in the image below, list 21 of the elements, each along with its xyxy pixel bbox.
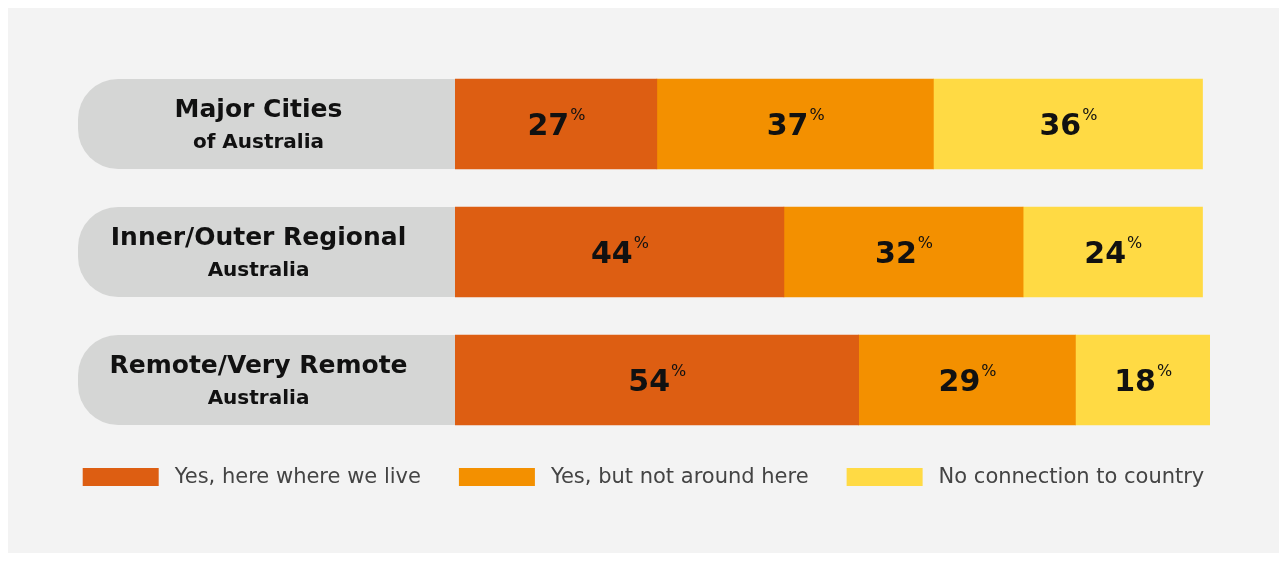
y-tick-label: Remote/Very Remote Australia [109, 349, 408, 410]
data-label: 37% [766, 105, 825, 142]
data-label: 54% [628, 361, 687, 398]
bar [858, 334, 1076, 426]
data-label: 27% [527, 105, 586, 142]
data-label: 32% [875, 233, 933, 270]
y-tick-label: Inner/Outer Regional Australia [110, 221, 407, 282]
data-label: 24% [1084, 233, 1143, 270]
data-label: 36% [1039, 105, 1098, 142]
data-label: 44% [590, 233, 649, 270]
bar [656, 78, 934, 170]
data-label: 18% [1114, 361, 1173, 398]
bar [1075, 334, 1210, 426]
y-tick-label: Major Cities of Australia [174, 93, 343, 154]
legend-label: Yes, here where we live [173, 464, 421, 489]
bar [783, 206, 1024, 298]
legend-label: Yes, but not around here [549, 464, 809, 489]
bar [933, 78, 1203, 170]
data-label: 29% [938, 361, 997, 398]
bar [1022, 206, 1203, 298]
legend-label: No connection to country [938, 464, 1205, 489]
